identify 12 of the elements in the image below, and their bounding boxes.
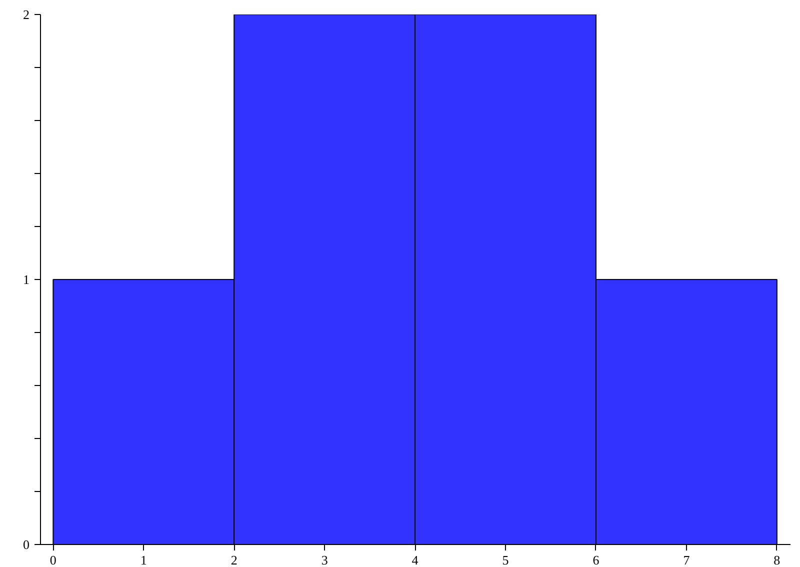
- x-tick-label: 3: [321, 552, 328, 567]
- x-tick-label: 4: [412, 552, 419, 567]
- x-tick-label: 5: [502, 552, 509, 567]
- x-tick-label: 0: [50, 552, 56, 567]
- x-tick-label: 8: [774, 552, 780, 567]
- x-tick-label: 2: [230, 552, 238, 567]
- x-tick-label: 1: [140, 552, 147, 567]
- y-tick-label: 0: [23, 537, 30, 552]
- y-tick-label: 1: [23, 272, 30, 287]
- y-tick-label: 2: [23, 7, 30, 22]
- x-tick-label: 7: [683, 552, 690, 567]
- x-tick-label: 6: [592, 552, 600, 567]
